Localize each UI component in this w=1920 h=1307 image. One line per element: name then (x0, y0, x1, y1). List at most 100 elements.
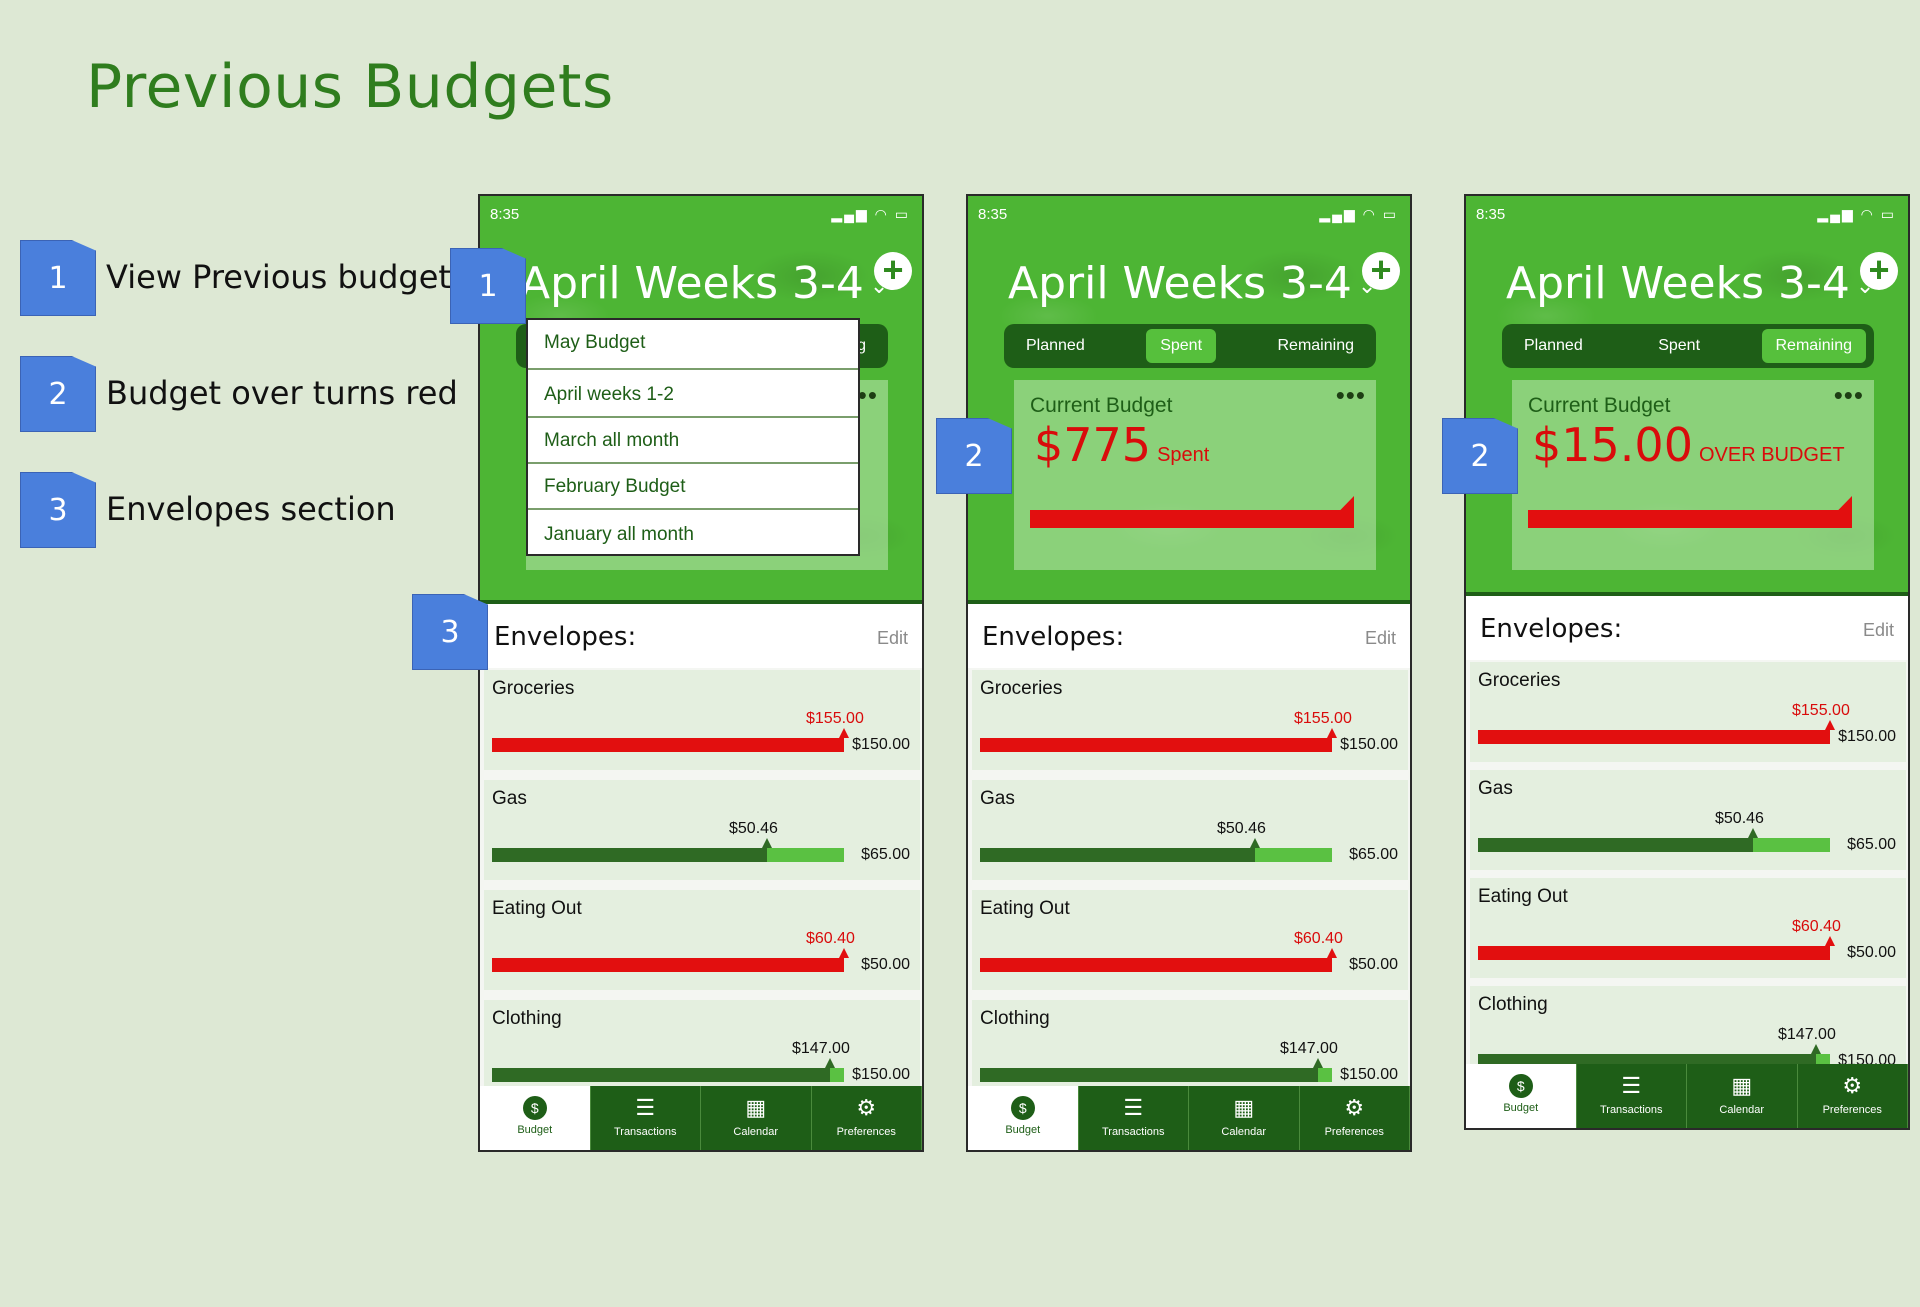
envelope-row[interactable]: Clothing $147.00 $150.00 (972, 1000, 1408, 1100)
add-budget-button[interactable]: + (1860, 252, 1898, 290)
envelope-row[interactable]: Eating Out $60.40 $50.00 (484, 890, 920, 990)
legend-item-3: 3 Envelopes section (20, 472, 440, 548)
tab-label: Calendar (733, 1126, 779, 1138)
tab-label: Calendar (1719, 1104, 1765, 1116)
envelope-row[interactable]: Groceries $155.00 $150.00 (1470, 662, 1906, 762)
segment-planned[interactable]: Planned (1524, 337, 1583, 354)
segment-spent[interactable]: Spent (1146, 329, 1217, 363)
page-title: Previous Budgets (86, 52, 614, 122)
header-area: 8:35 ▂▄▆ ◠ ▭ April Weeks 3-4 ⌄ + Planned … (968, 196, 1410, 604)
envelope-progress-fill (1478, 838, 1753, 852)
dropdown-item-february[interactable]: February Budget (544, 476, 686, 497)
battery-icon: ▭ (894, 206, 910, 222)
budget-selector[interactable]: April Weeks 3-4 ⌄ (1008, 258, 1376, 309)
budget-title: April Weeks 3-4 (1008, 258, 1352, 309)
tab-preferences[interactable]: ⚙ Preferences (812, 1086, 922, 1150)
tab-preferences[interactable]: ⚙ Preferences (1798, 1064, 1908, 1128)
tab-budget[interactable]: $ Budget (1466, 1064, 1577, 1128)
budget-progress-tip (1340, 496, 1354, 528)
envelope-spent: $155.00 (1294, 710, 1352, 727)
envelope-progress-fill (492, 848, 767, 862)
amount-value: $775 (1034, 418, 1152, 472)
envelope-progress-marker (1313, 1058, 1323, 1068)
wifi-icon: ◠ (874, 206, 889, 222)
envelope-budget: $150.00 (852, 736, 910, 753)
envelope-progress-marker (1811, 1044, 1821, 1054)
legend-item-1: 1 View Previous budgets (20, 240, 468, 316)
envelope-name: Clothing (492, 1008, 562, 1029)
envelope-row[interactable]: Groceries $155.00 $150.00 (972, 670, 1408, 770)
status-icons: ▂▄▆ ◠ ▭ (831, 206, 910, 223)
envelope-progress-track (1478, 936, 1835, 960)
tab-label: Budget (517, 1124, 553, 1136)
tab-budget[interactable]: $ Budget (968, 1086, 1079, 1150)
envelope-budget: $65.00 (861, 846, 910, 863)
envelopes-title: Envelopes: (982, 622, 1125, 652)
tab-bar: $ Budget ☰ Transactions ▦ Calendar ⚙ Preference… (968, 1086, 1410, 1150)
gear-icon: ⚙ (1344, 1095, 1365, 1120)
more-icon[interactable]: ••• (1833, 380, 1864, 410)
divider (528, 462, 858, 464)
calendar-icon: ▦ (1731, 1073, 1753, 1098)
budget-selector[interactable]: April Weeks 3-4 ⌄ (1506, 258, 1874, 309)
envelope-row[interactable]: Eating Out $60.40 $50.00 (972, 890, 1408, 990)
segment-remaining[interactable]: Remaining (1761, 329, 1866, 363)
envelope-name: Groceries (492, 678, 575, 699)
envelope-spent: $60.40 (1792, 918, 1841, 935)
annotation-badge-3: 3 (412, 594, 488, 670)
dropdown-item-january[interactable]: January all month (544, 524, 694, 545)
dropdown-item-may[interactable]: May Budget (544, 332, 646, 353)
envelope-budget: $150.00 (1340, 736, 1398, 753)
status-icons: ▂▄▆ ◠ ▭ (1319, 206, 1398, 223)
envelope-row[interactable]: Gas $50.46 $65.00 (972, 780, 1408, 880)
segment-peek[interactable]: g (857, 337, 866, 354)
tab-calendar[interactable]: ▦ Calendar (1189, 1086, 1300, 1150)
envelope-row[interactable]: Clothing $147.00 $150.00 (484, 1000, 920, 1100)
envelope-progress-track (492, 728, 849, 752)
envelope-progress-marker (1327, 728, 1337, 738)
signal-icon: ▂▄▆ (1817, 206, 1855, 222)
list-icon: ☰ (1621, 1073, 1642, 1098)
edit-button[interactable]: Edit (1364, 628, 1396, 648)
tab-transactions[interactable]: ☰ Transactions (1079, 1086, 1189, 1150)
tab-transactions[interactable]: ☰ Transactions (591, 1086, 701, 1150)
envelope-progress-marker (839, 948, 849, 958)
edit-button[interactable]: Edit (876, 628, 908, 648)
tab-bar: $ Budget ☰ Transactions ▦ Calendar ⚙ Preference… (480, 1086, 922, 1150)
budget-title: April Weeks 3-4 (1506, 258, 1850, 309)
tab-preferences[interactable]: ⚙ Preferences (1300, 1086, 1410, 1150)
tab-calendar[interactable]: ▦ Calendar (701, 1086, 812, 1150)
legend-badge-1: 1 (20, 240, 96, 316)
tab-budget[interactable]: $ Budget (480, 1086, 591, 1150)
segment-remaining[interactable]: Remaining (1277, 337, 1354, 354)
segment-control: Planned Spent Remaining (1502, 324, 1874, 368)
envelope-row[interactable]: Gas $50.46 $65.00 (484, 780, 920, 880)
budget-progress-bar (1528, 510, 1850, 528)
tab-transactions[interactable]: ☰ Transactions (1577, 1064, 1687, 1128)
budget-selector[interactable]: April Weeks 3-4 ⌄ (520, 258, 888, 309)
add-budget-button[interactable]: + (874, 252, 912, 290)
envelope-progress-marker (1250, 838, 1260, 848)
edit-button[interactable]: Edit (1862, 620, 1894, 640)
calendar-icon: ▦ (1233, 1095, 1255, 1120)
envelope-budget: $150.00 (1838, 728, 1896, 745)
header-area: 8:35 ▂▄▆ ◠ ▭ April Weeks 3-4 ⌄ + g ••• Ma… (480, 196, 922, 604)
envelope-name: Clothing (980, 1008, 1050, 1029)
segment-spent[interactable]: Spent (1658, 337, 1701, 354)
envelope-row[interactable]: Eating Out $60.40 $50.00 (1470, 878, 1906, 978)
more-icon[interactable]: ••• (1335, 380, 1366, 410)
tab-label: Preferences (836, 1126, 896, 1138)
envelopes-title: Envelopes: (494, 622, 637, 652)
phone-screen-dropdown: 8:35 ▂▄▆ ◠ ▭ April Weeks 3-4 ⌄ + g ••• Ma… (478, 194, 924, 1152)
dropdown-item-april[interactable]: April weeks 1-2 (544, 384, 674, 405)
envelope-row[interactable]: Groceries $155.00 $150.00 (484, 670, 920, 770)
segment-planned[interactable]: Planned (1026, 337, 1085, 354)
card-label: Current Budget (1030, 394, 1173, 417)
envelope-progress-fill (492, 738, 844, 752)
tab-calendar[interactable]: ▦ Calendar (1687, 1064, 1798, 1128)
add-budget-button[interactable]: + (1362, 252, 1400, 290)
battery-icon: ▭ (1382, 206, 1398, 222)
envelope-row[interactable]: Gas $50.46 $65.00 (1470, 770, 1906, 870)
dropdown-item-march[interactable]: March all month (544, 430, 680, 451)
envelope-spent: $50.46 (1715, 810, 1764, 827)
